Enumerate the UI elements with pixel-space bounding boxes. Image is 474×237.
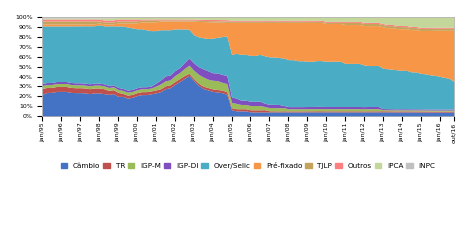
- Legend: Câmbio, TR, IGP-M, IGP-DI, Over/Selic, Pré-fixado, TJLP, Outros, IPCA, INPC: Câmbio, TR, IGP-M, IGP-DI, Over/Selic, P…: [59, 161, 437, 170]
